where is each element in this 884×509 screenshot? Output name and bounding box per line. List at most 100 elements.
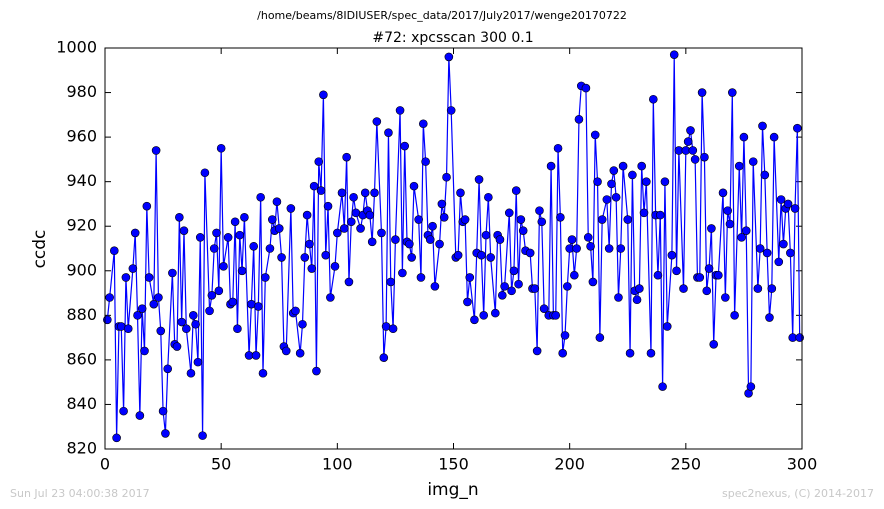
data-point: [607, 179, 616, 189]
data-point: [514, 279, 523, 289]
data-point: [709, 339, 719, 349]
data-point: [593, 177, 602, 186]
data-point: [511, 186, 521, 195]
data-point: [718, 188, 728, 198]
data-point: [646, 348, 656, 358]
data-point: [300, 253, 310, 262]
data-point: [707, 224, 716, 233]
data-point: [762, 248, 772, 258]
y-tick-label: 860: [66, 349, 97, 368]
data-point: [563, 282, 572, 291]
data-point: [679, 284, 688, 293]
data-point: [567, 235, 577, 244]
data-point: [500, 282, 509, 291]
data-point: [530, 284, 540, 293]
data-point: [391, 235, 400, 244]
y-tick-label: 960: [66, 127, 97, 146]
data-point: [667, 250, 677, 260]
data-point: [700, 152, 709, 162]
data-point: [400, 141, 410, 151]
data-point: [344, 277, 354, 287]
data-point: [188, 311, 198, 320]
data-point: [305, 239, 314, 249]
data-point: [602, 195, 612, 204]
y-tick-label: 980: [66, 82, 97, 101]
data-point: [258, 368, 268, 378]
data-point: [704, 264, 714, 273]
data-point: [265, 244, 275, 253]
data-point: [435, 239, 444, 249]
data-point: [119, 406, 128, 416]
footer-right: spec2nexus, (C) 2014-2017: [722, 487, 874, 500]
data-point: [460, 215, 470, 224]
data-point: [725, 219, 735, 229]
data-point: [367, 237, 377, 247]
data-point: [537, 217, 547, 227]
y-tick-label: 920: [66, 216, 97, 235]
data-point: [342, 152, 351, 162]
data-point: [214, 286, 224, 296]
data-point: [409, 181, 419, 191]
data-point: [474, 175, 484, 184]
data-point: [356, 224, 365, 233]
data-point: [672, 266, 681, 276]
data-point: [632, 295, 642, 305]
data-point: [161, 429, 170, 438]
data-point: [425, 235, 435, 244]
data-point: [686, 126, 695, 135]
data-point: [177, 317, 186, 327]
data-point: [590, 130, 600, 140]
data-point: [109, 246, 119, 256]
data-point: [625, 348, 635, 358]
data-point: [539, 304, 549, 313]
data-point: [586, 241, 595, 251]
data-point: [219, 262, 228, 271]
data-point: [769, 132, 779, 142]
data-point: [156, 326, 166, 336]
data-point: [690, 155, 700, 164]
data-point: [384, 128, 393, 137]
x-tick-label: 200: [554, 455, 585, 474]
data-point: [274, 224, 284, 233]
data-point: [251, 351, 261, 360]
data-point: [172, 342, 182, 351]
data-point: [535, 206, 544, 215]
data-point: [437, 199, 447, 209]
data-point: [653, 270, 663, 280]
data-point: [168, 268, 177, 278]
data-point: [655, 210, 665, 220]
data-point: [200, 168, 210, 178]
data-point: [660, 177, 670, 186]
data-point: [395, 106, 405, 115]
data-point: [572, 244, 581, 253]
plot-frame: [104, 47, 803, 450]
data-point: [507, 286, 516, 296]
data-point: [272, 197, 282, 207]
data-point: [649, 94, 658, 104]
data-point: [149, 299, 159, 309]
data-point: [558, 348, 567, 358]
data-point: [307, 264, 317, 273]
data-point: [746, 382, 756, 391]
data-point: [741, 226, 751, 235]
data-point: [254, 302, 263, 311]
data-point: [583, 233, 593, 242]
data-point: [702, 286, 712, 296]
data-point: [618, 161, 628, 171]
data-point: [491, 308, 500, 318]
data-point: [683, 137, 693, 146]
data-point: [235, 230, 245, 240]
data-point: [230, 217, 240, 227]
data-point: [753, 284, 763, 293]
data-point: [588, 277, 598, 287]
data-point: [635, 284, 644, 293]
data-point: [428, 221, 437, 231]
data-point: [721, 293, 730, 302]
data-point: [151, 146, 161, 155]
data-point: [597, 215, 607, 224]
data-point: [388, 324, 398, 334]
data-point: [333, 228, 342, 238]
data-point: [130, 228, 140, 238]
data-point: [609, 166, 619, 175]
